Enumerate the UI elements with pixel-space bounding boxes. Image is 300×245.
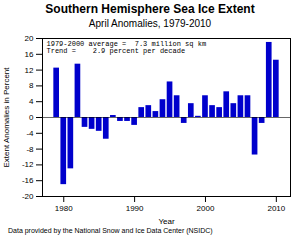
- html-text:Data provided by the National: Data provided by the National Snow and I…: [8, 227, 213, 234]
- svg-text:-20: -20: [22, 192, 34, 201]
- html-text:Southern Hemisphere Sea Ice Ex: Southern Hemisphere Sea Ice Extent: [45, 2, 255, 16]
- svg-text:8: 8: [29, 81, 34, 90]
- svg-text:2000: 2000: [197, 204, 215, 213]
- svg-text:-4: -4: [26, 129, 34, 138]
- svg-text:12: 12: [25, 66, 34, 75]
- svg-text:1990: 1990: [126, 204, 144, 213]
- svg-text:2010: 2010: [267, 204, 285, 213]
- svg-text:Year: Year: [158, 217, 175, 226]
- svg-text:Extent Anomalies in Percent: Extent Anomalies in Percent: [2, 67, 11, 168]
- html-text:April Anomalies, 1979-2010: April Anomalies, 1979-2010: [88, 18, 212, 29]
- svg-text:16: 16: [25, 50, 34, 59]
- svg-text:-12: -12: [22, 160, 34, 169]
- svg-text:4: 4: [29, 97, 34, 106]
- svg-text:1980: 1980: [55, 204, 73, 213]
- svg-text:20: 20: [25, 34, 34, 43]
- svg-text:1979-2000 average = 7.3 milli: 1979-2000 average = 7.3 million sq kmTre…: [47, 40, 207, 55]
- svg-text:-8: -8: [26, 145, 34, 154]
- svg-text:-16: -16: [22, 176, 34, 185]
- svg-text:0: 0: [29, 113, 34, 122]
